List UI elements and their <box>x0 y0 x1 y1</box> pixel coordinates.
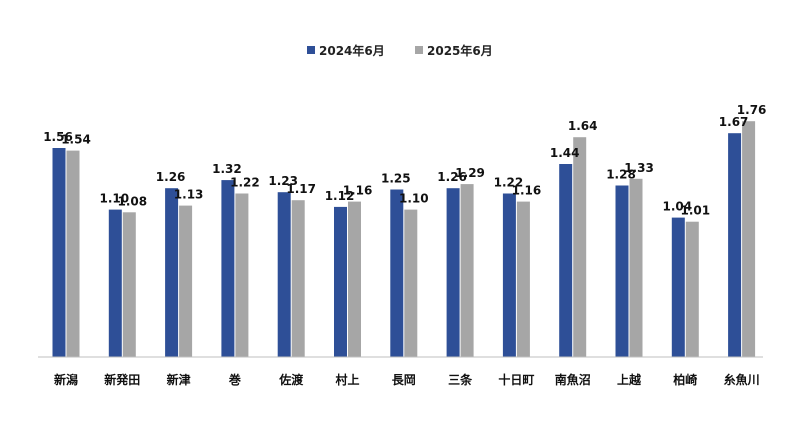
value-label-2-長岡: 1.10 <box>399 192 429 206</box>
value-label-1-巻: 1.32 <box>212 162 242 176</box>
value-label-1-村上: 1.12 <box>325 189 355 203</box>
bar-1-村上 <box>334 206 347 357</box>
category-label-佐渡: 佐渡 <box>278 372 304 387</box>
bar-2-新潟 <box>66 150 80 357</box>
bar-2-長岡 <box>404 209 418 357</box>
bar-2-村上 <box>348 201 361 357</box>
value-label-1-三条: 1.26 <box>437 170 467 184</box>
bar-1-柏崎 <box>671 217 685 357</box>
legend: 2024年6月 2025年6月 <box>307 43 493 58</box>
category-label-三条: 三条 <box>448 372 473 387</box>
category-label-新発田: 新発田 <box>104 372 140 387</box>
value-label-1-柏崎: 1.04 <box>662 200 692 214</box>
value-label-2-新潟: 1.54 <box>61 133 91 147</box>
bar-2-三条 <box>460 184 474 357</box>
category-label-十日町: 十日町 <box>498 372 534 387</box>
bar-1-糸魚川 <box>728 133 742 357</box>
bar-2-柏崎 <box>685 221 699 357</box>
legend-label-1: 2024年6月 <box>319 43 385 58</box>
value-label-1-上越: 1.28 <box>606 168 636 182</box>
bar-1-三条 <box>446 188 460 357</box>
value-label-1-新発田: 1.10 <box>99 192 129 206</box>
bars <box>52 121 756 357</box>
bar-1-十日町 <box>502 193 516 357</box>
category-label-南魚沼: 南魚沼 <box>555 372 591 387</box>
bar-1-新津 <box>165 188 179 357</box>
bar-1-巻 <box>221 180 235 357</box>
value-label-1-十日町: 1.22 <box>494 176 524 190</box>
bar-2-十日町 <box>516 201 530 357</box>
bar-1-上越 <box>615 185 629 357</box>
value-label-2-新津: 1.13 <box>174 188 204 202</box>
value-label-1-新潟: 1.56 <box>43 130 73 144</box>
value-label-1-南魚沼: 1.44 <box>550 146 580 160</box>
category-label-柏崎: 柏崎 <box>673 372 697 387</box>
bar-1-新潟 <box>52 148 66 357</box>
value-label-2-巻: 1.22 <box>230 176 260 190</box>
legend-swatch-2 <box>415 46 423 54</box>
value-label-2-十日町: 1.16 <box>512 184 542 198</box>
bar-1-新発田 <box>108 209 122 357</box>
category-label-新潟: 新潟 <box>54 372 78 387</box>
value-label-2-三条: 1.29 <box>455 166 485 180</box>
value-label-1-長岡: 1.25 <box>381 172 411 186</box>
bar-1-南魚沼 <box>559 164 573 357</box>
bar-2-南魚沼 <box>573 137 587 357</box>
bar-2-新発田 <box>122 212 136 357</box>
category-label-巻: 巻 <box>228 372 242 387</box>
category-label-上越: 上越 <box>617 372 642 387</box>
value-label-1-佐渡: 1.23 <box>268 174 298 188</box>
value-label-2-佐渡: 1.17 <box>286 182 316 196</box>
legend-swatch-1 <box>307 46 315 54</box>
bar-1-長岡 <box>390 189 404 357</box>
bar-2-糸魚川 <box>742 121 756 357</box>
legend-label-2: 2025年6月 <box>427 43 493 58</box>
bar-1-佐渡 <box>277 192 291 357</box>
bar-2-巻 <box>235 193 249 357</box>
value-label-1-糸魚川: 1.67 <box>719 115 749 129</box>
value-label-2-糸魚川: 1.76 <box>737 103 767 117</box>
category-label-村上: 村上 <box>335 372 359 387</box>
value-label-1-新津: 1.26 <box>156 170 186 184</box>
category-label-糸魚川: 糸魚川 <box>724 372 760 387</box>
bar-2-佐渡 <box>291 200 305 357</box>
category-label-長岡: 長岡 <box>392 372 416 387</box>
category-label-新津: 新津 <box>167 372 191 387</box>
category-labels: 新潟 新発田 新津 巻 佐渡 村上 長岡 三条 十日町 南魚沼 上越 柏崎 糸魚川 <box>54 372 760 387</box>
bar-2-新津 <box>179 205 193 357</box>
bar-2-上越 <box>629 178 643 357</box>
value-label-2-柏崎: 1.01 <box>680 204 710 218</box>
value-labels: 1.561.541.101.081.261.131.321.22 1.231.17… <box>43 103 766 218</box>
value-label-2-村上: 1.16 <box>343 184 373 198</box>
value-label-2-新発田: 1.08 <box>117 194 147 208</box>
value-label-2-南魚沼: 1.64 <box>568 119 598 133</box>
value-label-2-上越: 1.33 <box>624 161 654 175</box>
